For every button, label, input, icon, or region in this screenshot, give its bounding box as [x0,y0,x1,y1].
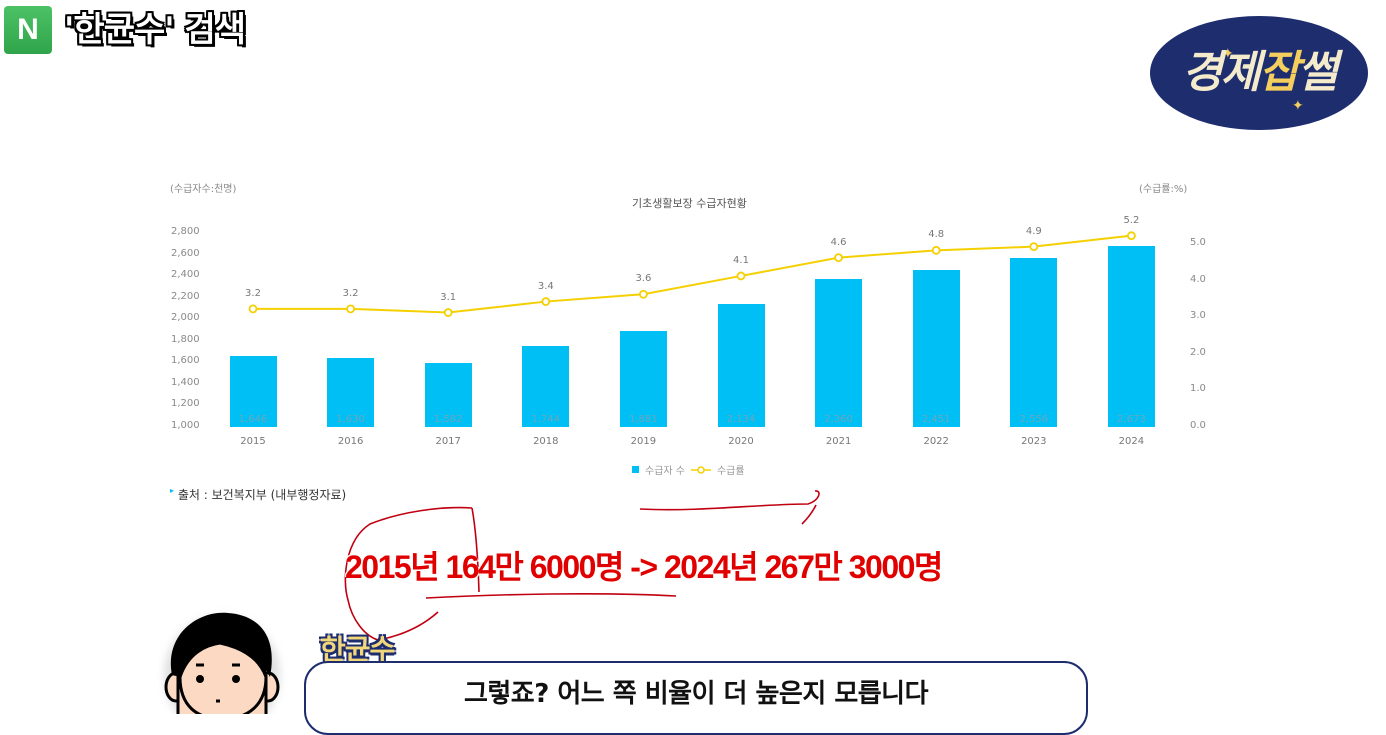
chart-legend: 수급자 수 수급률 [632,462,745,477]
line-point-2018 [541,297,551,306]
x-tick-label: 2016 [337,436,364,447]
y-tick-label: 1,200 [171,398,200,410]
x-tick-label: 2015 [240,436,266,447]
y-tick-label: 2,400 [171,269,200,281]
x-tick-label: 2021 [825,436,852,447]
line-value-label: 5.2 [1123,214,1140,226]
y2-tick-label: 2.0 [1190,346,1206,358]
y-tick-label: 1,000 [171,420,200,431]
speaker-name: 한균수 [320,633,395,666]
line-value-label: 4.9 [1025,225,1042,237]
line-value-label: 3.6 [635,273,652,285]
bar-2023: 2,556 [1010,258,1058,427]
line-value-label: 4.1 [733,254,749,266]
bar-value-label: 1,630 [336,413,365,425]
sparkle-icon: ✦ [1292,98,1304,114]
bar-legend-swatch-icon [632,466,639,473]
x-tick-label: 2022 [923,436,949,447]
bar-2015: 1,646 [229,356,277,427]
line-point-2019 [639,289,648,299]
bar-value-label: 1,881 [629,413,658,425]
line-value-label: 3.4 [537,280,554,292]
line-value-label: 3.2 [342,287,359,299]
y-tick-label: 2,800 [171,226,200,237]
y-tick-label: 1,800 [171,333,200,345]
recipients-chart: (수급자수:천명) (수급률:%) 기초생활보장 수급자현황 2,800 2,60… [170,184,1206,503]
bar-value-label: 2,556 [1019,413,1049,425]
x-tick-label: 2018 [533,436,559,447]
x-tick-label: 2017 [435,436,461,447]
y2-tick-label: 1.0 [1190,383,1206,395]
y-tick-label: 1,600 [171,355,200,367]
line-point-2020 [736,271,746,281]
bullet-icon: ▸ [170,486,175,495]
line-point-2024 [1127,231,1136,241]
source-text: 출처 : 보건복지부 (내부행정자료) [177,488,347,502]
x-tick-label: 2019 [630,436,657,447]
y-tick-label: 1,400 [171,376,200,388]
channel-logo: ✦ ✦ 경제잡썰 [1150,16,1368,130]
bar-2017: 1,582 [424,363,472,427]
bar-value-label: 2,673 [1117,413,1146,425]
source-note: ▸ 출처 : 보건복지부 (내부행정자료) [170,486,346,503]
bar-2020: 2,134 [717,303,765,427]
bar-2016: 1,630 [327,358,375,427]
bar-value-label: 1,582 [433,413,463,425]
bar-value-label: 2,360 [824,413,853,425]
line-value-label: 4.8 [928,229,945,241]
y2-tick-label: 3.0 [1190,310,1206,322]
speech-bubble: 그렇죠? 어느 쪽 비율이 더 높은지 모릅니다 [304,661,1088,735]
y-tick-label: 2,200 [171,290,200,302]
y2-tick-label: 5.0 [1190,237,1206,248]
line-point-2021 [834,253,843,263]
x-tick-label: 2023 [1021,436,1047,447]
y2-tick-label: 0.0 [1190,420,1206,431]
legend-item-line: 수급률 [716,466,745,477]
channel-logo-text: 경제잡썰 [1182,47,1338,98]
line-point-2022 [931,245,941,255]
line-legend-swatch-icon [690,465,711,474]
bar-value-label: 2,451 [921,413,951,425]
line-point-2023 [1029,242,1039,252]
line-value-label: 3.1 [440,291,457,303]
line-value-label: 3.2 [245,287,261,299]
line-value-label: 4.6 [830,236,847,248]
dialogue-text: 그렇죠? 어느 쪽 비율이 더 높은지 모릅니다 [463,679,929,709]
bar-value-label: 1,646 [238,413,268,425]
line-series [248,231,1136,317]
right-axis-unit: (수급률:%) [1139,184,1188,195]
search-prompt-text: '한균수' 검색 [64,10,246,50]
y2-tick-label: 4.0 [1190,273,1206,285]
chart-title: 기초생활보장 수급자현황 [632,197,747,210]
y-tick-label: 2,000 [171,312,200,324]
line-point-2016 [346,304,356,314]
y-tick-label: 2,600 [171,247,200,259]
bar-2024: 2,673 [1107,245,1155,427]
bar-value-label: 1,744 [531,413,561,425]
legend-item-bar: 수급자 수 [645,466,685,477]
sparkle-icon: ✦ [1222,46,1234,62]
line-point-2015 [248,304,258,314]
bar-value-label: 2,134 [726,413,756,425]
naver-logo-icon: N [4,6,52,54]
x-tick-label: 2020 [728,436,754,447]
bar-2018: 1,744 [522,345,570,427]
line-point-2017 [443,308,453,317]
left-axis-unit: (수급자수:천명) [170,184,237,195]
character-avatar [164,612,280,714]
bar-2021: 2,360 [815,279,863,427]
caption-text: 2015년 164만 6000명 -> 2024년 267만 3000명 [345,549,943,585]
x-tick-label: 2024 [1118,436,1145,447]
bar-2019: 1,881 [619,331,667,427]
bar-2022: 2,451 [912,269,960,427]
